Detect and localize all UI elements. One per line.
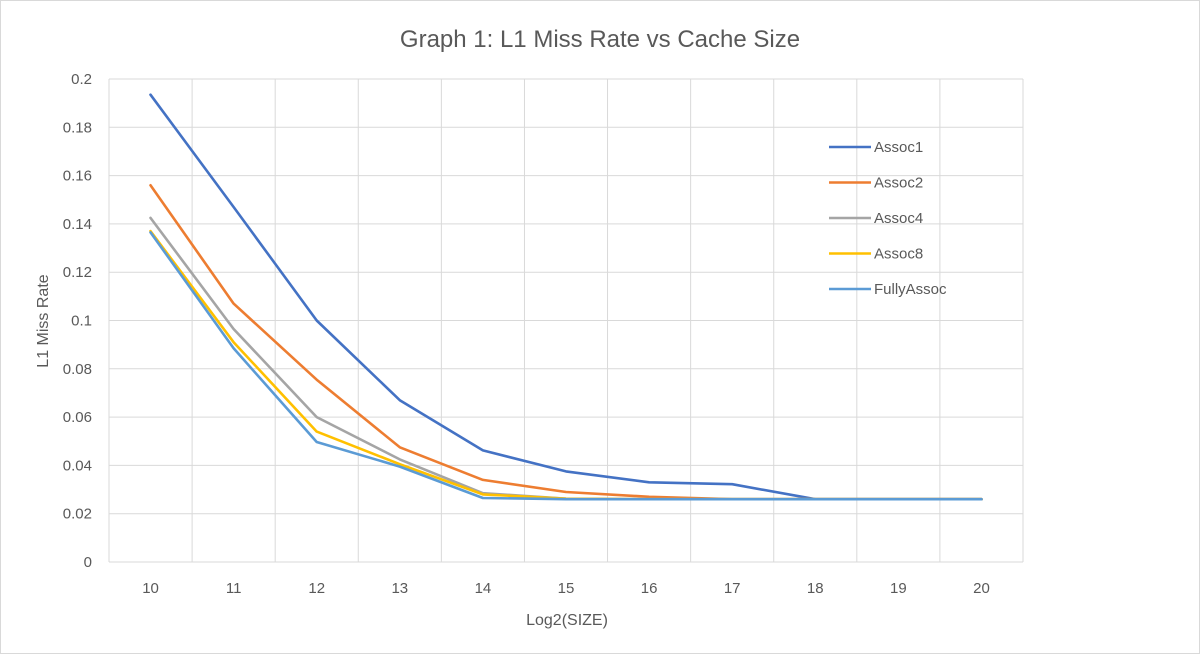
y-tick-label: 0.04 <box>63 457 92 474</box>
legend-label: FullyAssoc <box>874 281 947 298</box>
x-tick-label: 13 <box>391 580 408 597</box>
y-tick-label: 0.02 <box>63 506 92 523</box>
y-tick-label: 0.06 <box>63 409 92 426</box>
chart-title: Graph 1: L1 Miss Rate vs Cache Size <box>400 26 800 53</box>
legend-label: Assoc2 <box>874 175 923 192</box>
legend-label: Assoc8 <box>874 246 923 263</box>
x-axis-title: Log2(SIZE) <box>526 612 608 629</box>
y-tick-label: 0.2 <box>71 71 92 88</box>
y-tick-label: 0.08 <box>63 361 92 378</box>
x-tick-label: 12 <box>308 580 325 597</box>
legend: Assoc1 Assoc2 Assoc4 Assoc8 FullyAssoc <box>829 139 947 298</box>
x-tick-label: 17 <box>724 580 741 597</box>
y-tick-label: 0 <box>84 554 92 571</box>
y-tick-label: 0.18 <box>63 119 92 136</box>
x-tick-label: 10 <box>142 580 159 597</box>
x-tick-label: 14 <box>475 580 492 597</box>
y-axis-ticks: 0 0.02 0.04 0.06 0.08 0.1 0.12 0.14 0.16 0.18 0.2 <box>63 71 92 571</box>
y-tick-label: 0.14 <box>63 216 92 233</box>
y-tick-label: 0.12 <box>63 264 92 281</box>
y-axis-title: L1 Miss Rate <box>35 274 52 367</box>
legend-label: Assoc1 <box>874 139 923 156</box>
x-tick-label: 18 <box>807 580 824 597</box>
y-tick-label: 0.1 <box>71 313 92 330</box>
x-tick-label: 19 <box>890 580 907 597</box>
y-tick-label: 0.16 <box>63 168 92 185</box>
x-tick-label: 20 <box>973 580 990 597</box>
legend-label: Assoc4 <box>874 210 923 227</box>
x-tick-label: 11 <box>226 580 242 597</box>
x-tick-label: 15 <box>558 580 575 597</box>
x-axis-ticks: 10 11 12 13 14 15 16 17 18 19 20 <box>142 580 990 597</box>
x-tick-label: 16 <box>641 580 658 597</box>
series-line-fullyassoc <box>149 231 983 501</box>
grid <box>108 78 1024 563</box>
series-lines <box>149 93 983 501</box>
